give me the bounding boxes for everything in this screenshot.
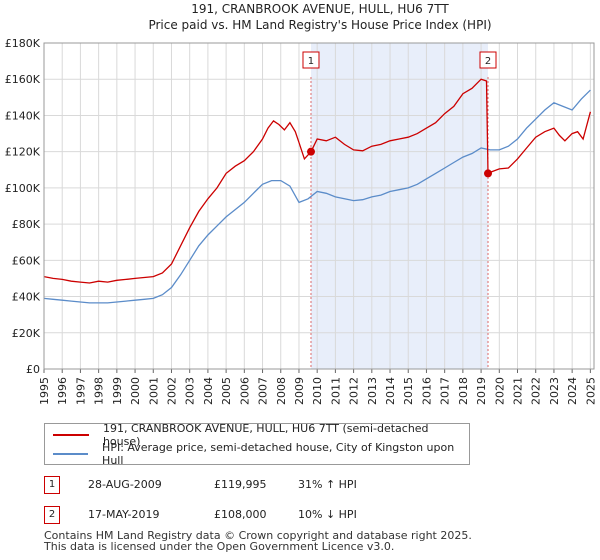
x-tick-label: 1997 [74,377,87,405]
sale-1-flag-label: 1 [308,56,314,67]
footer-line-1: Contains HM Land Registry data © Crown c… [44,529,472,542]
x-tick-label: 1995 [38,377,51,405]
x-tick-label: 2000 [129,377,142,405]
x-tick-label: 1999 [111,377,124,405]
transaction-1-date: 28-AUG-2009 [88,478,162,491]
footer-line-2: This data is licensed under the Open Gov… [44,540,395,553]
x-tick-label: 2004 [202,377,215,405]
y-tick-label: £20K [12,327,41,340]
x-tick-label: 2021 [512,377,525,405]
x-tick-label: 2003 [184,377,197,405]
y-tick-label: £120K [5,146,41,159]
x-tick-label: 2007 [257,377,270,405]
y-tick-label: £140K [5,109,41,122]
x-tick-label: 2009 [293,377,306,405]
x-tick-label: 2024 [566,377,579,405]
x-axis-ticks: 1995 1996 1997 1998 1999 2000 2001 2002 2003 2004… [38,369,597,405]
gridlines [43,42,594,370]
x-tick-label: 2017 [439,377,452,405]
legend-item-price: 191, CRANBROOK AVENUE, HULL, HU6 7TT (se… [53,422,469,448]
x-tick-label: 2006 [238,377,251,405]
x-tick-label: 2019 [475,377,488,405]
x-tick-label: 2002 [165,377,178,405]
legend-swatch-hpi [53,453,89,455]
hpi-line [43,89,591,304]
legend-item-hpi: HPI: Average price, semi-detached house,… [53,441,469,467]
plot-area-border [43,42,595,370]
sale-2-flag: 2 [479,51,497,69]
x-tick-label: 2011 [329,377,342,405]
y-axis-ticks: £0 £20K £40K £60K £80K £100K £120K £140K £160K £1… [5,37,41,376]
x-tick-label: 2022 [530,377,543,405]
legend-label-hpi: HPI: Average price, semi-detached house,… [102,441,455,467]
x-tick-label: 2008 [275,377,288,405]
legend: 191, CRANBROOK AVENUE, HULL, HU6 7TT (se… [44,422,470,467]
x-tick-label: 2001 [147,377,160,405]
x-tick-label: 2016 [420,377,433,405]
x-tick-label: 2020 [493,377,506,405]
x-tick-label: 2014 [384,377,397,405]
y-tick-label: £60K [12,254,41,267]
x-tick-label: 2015 [402,377,415,405]
shaded-period [310,43,489,369]
x-tick-label: 2005 [220,377,233,405]
price-line [43,78,592,284]
transaction-1-number: 1 [44,476,60,494]
x-tick-label: 2010 [311,377,324,405]
chart-subtitle: Price paid vs. HM Land Registry's House … [148,18,491,32]
sale-1-flag: 1 [302,51,320,69]
y-tick-label: £100K [5,182,41,195]
transaction-2-price: £108,000 [214,508,267,521]
sale-2-point [484,169,493,178]
x-tick-label: 1996 [56,377,69,405]
footer-attribution: Contains HM Land Registry data © Crown c… [44,530,472,552]
transaction-2-change: 10% ↓ HPI [298,508,357,521]
x-tick-label: 2023 [548,377,561,405]
legend-label-price: 191, CRANBROOK AVENUE, HULL, HU6 7TT (se… [102,422,429,448]
x-tick-label: 2012 [348,377,361,405]
chart-title: 191, CRANBROOK AVENUE, HULL, HU6 7TT [191,2,449,16]
price-chart: 191, CRANBROOK AVENUE, HULL, HU6 7TT Pri… [5,2,598,405]
transaction-2-number: 2 [44,506,60,524]
sale-2-flag-label: 2 [485,56,491,67]
y-tick-label: £160K [5,73,41,86]
x-tick-label: 2013 [366,377,379,405]
sale-1-point [306,147,315,156]
transaction-row-2: 2 17-MAY-2019 £108,000 10% ↓ HPI [44,506,464,528]
y-tick-label: £80K [12,218,41,231]
y-tick-label: £0 [26,363,40,376]
x-tick-label: 1998 [93,377,106,405]
x-tick-label: 2018 [457,377,470,405]
transaction-1-price: £119,995 [214,478,267,491]
x-tick-label: 2025 [584,377,597,405]
transaction-2-date: 17-MAY-2019 [88,508,160,521]
y-tick-label: £40K [12,291,41,304]
legend-swatch-price [53,434,89,436]
y-tick-label: £180K [5,37,41,50]
transaction-row-1: 1 28-AUG-2009 £119,995 31% ↑ HPI [44,476,464,498]
transaction-1-change: 31% ↑ HPI [298,478,357,491]
